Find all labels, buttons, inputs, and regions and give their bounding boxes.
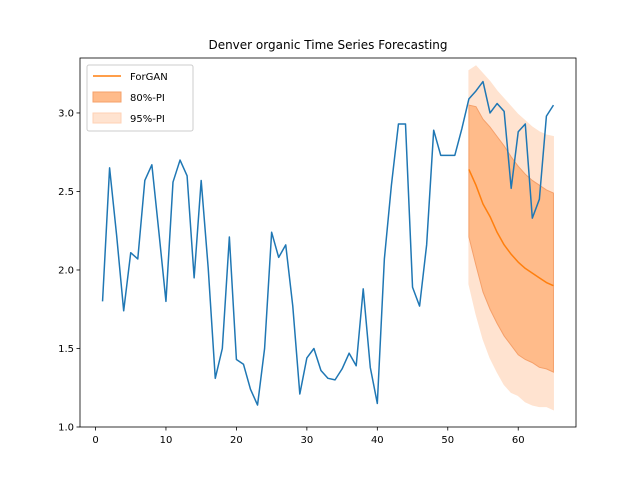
y-tick-label: 1.5 xyxy=(58,344,74,355)
y-tick-label: 2.5 xyxy=(58,187,74,198)
x-tick-label: 0 xyxy=(92,435,98,446)
forgan-forecast-line xyxy=(468,169,554,287)
pi80-band xyxy=(468,104,554,373)
x-tick-label: 40 xyxy=(371,435,384,446)
legend-swatch-pi95 xyxy=(92,112,122,124)
legend-label-pi80: 80%-PI xyxy=(130,93,165,104)
x-tick-label: 10 xyxy=(160,435,173,446)
legend-swatch-pi80 xyxy=(92,91,122,103)
y-tick-label: 2.0 xyxy=(58,265,74,276)
chart-title: Denver organic Time Series Forecasting xyxy=(208,38,447,52)
y-tick-label: 3.0 xyxy=(58,108,74,119)
y-tick-label: 1.0 xyxy=(58,423,74,434)
legend-label-forecast: ForGAN xyxy=(130,72,168,83)
actual-series-line xyxy=(101,80,555,406)
x-tick-label: 20 xyxy=(230,435,243,446)
x-tick-label: 60 xyxy=(512,435,525,446)
x-tick-label: 50 xyxy=(441,435,454,446)
x-tick-label: 30 xyxy=(300,435,313,446)
legend-label-pi95: 95%-PI xyxy=(130,114,165,125)
axes-frame xyxy=(79,57,577,428)
legend: ForGAN 80%-PI 95%-PI xyxy=(86,64,194,132)
plot-area: 0 10 20 30 40 50 60 1.0 1.5 2.0 2.5 3.0 xyxy=(58,57,577,446)
